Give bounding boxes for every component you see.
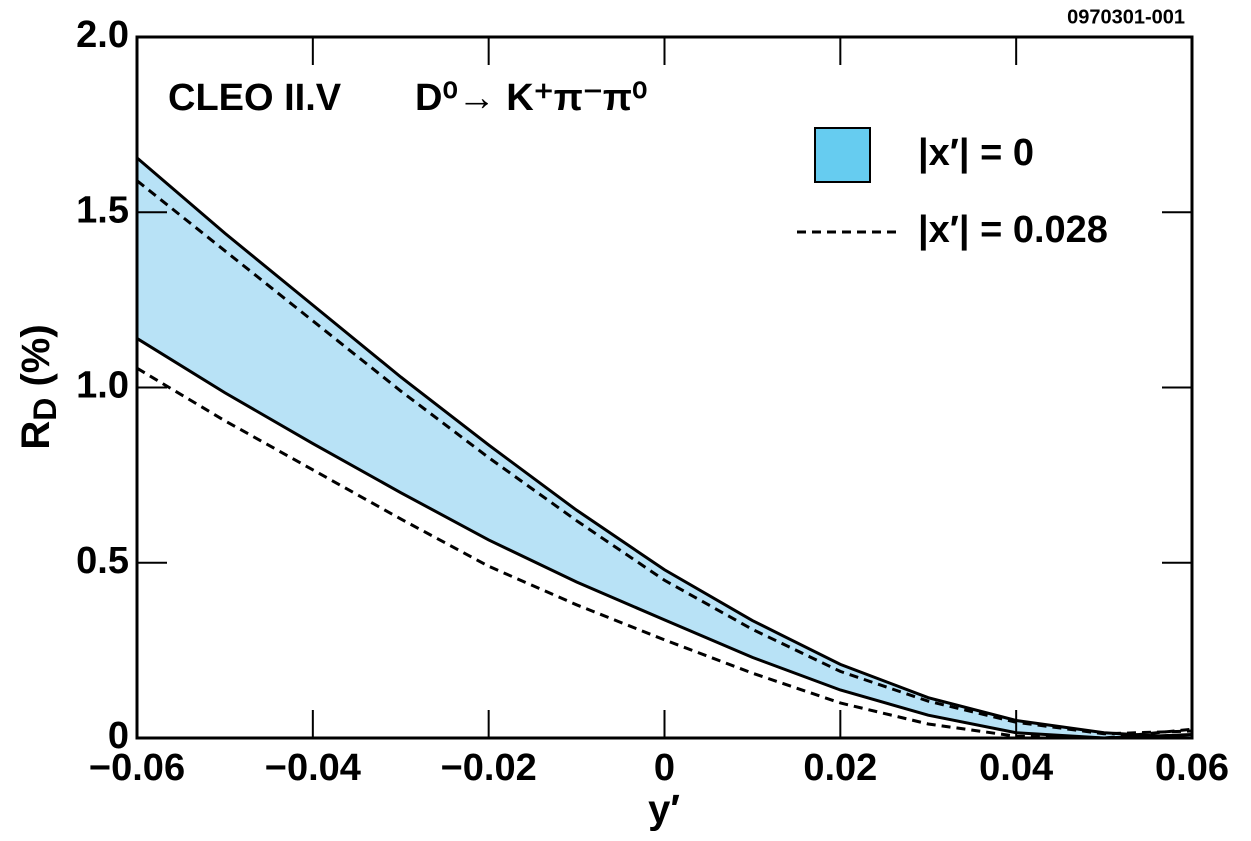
x-tick-label: −0.06 [89, 747, 185, 789]
legend-swatch [814, 127, 871, 183]
band-area [137, 157, 1192, 739]
legend-label: |x′| = 0.028 [918, 209, 1108, 251]
legend-label: |x′| = 0 [918, 132, 1034, 174]
x-tick-label: 0.02 [803, 747, 877, 789]
x-tick-label: −0.04 [265, 747, 361, 789]
plot-frame [135, 35, 1194, 740]
y-tick-label: 1.5 [76, 189, 129, 231]
x-tick-label: −0.02 [441, 747, 537, 789]
x-axis-label: y′ [648, 788, 680, 832]
experiment-label: CLEO II.V [168, 77, 342, 119]
y-label-sub: D [27, 398, 63, 421]
y-tick-label: 0 [108, 715, 129, 757]
y-tick-label: 1.0 [76, 365, 129, 407]
y-tick-label: 0.5 [76, 540, 129, 582]
figure-id: 0970301-001 [1067, 6, 1185, 28]
band-edge [136, 179, 1193, 736]
process-label: D⁰→ K⁺π⁻π⁰ [415, 77, 647, 119]
y-axis-label: RD (%) [14, 324, 64, 449]
x-tick-label: 0 [654, 747, 675, 789]
x-tick-label: 0.04 [979, 747, 1053, 789]
y-label-main: R [14, 421, 58, 450]
x-tick-label: 0.06 [1155, 747, 1229, 789]
y-label-rest: (%) [14, 324, 58, 397]
y-tick-label: 2.0 [76, 14, 129, 56]
